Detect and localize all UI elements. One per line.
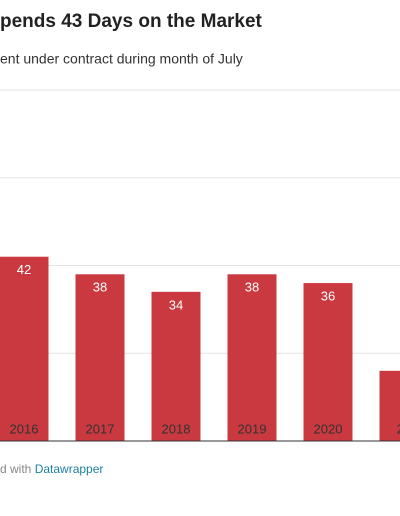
x-tick-label: 2016 xyxy=(10,421,39,436)
x-tick-label: 2020 xyxy=(314,421,343,436)
x-tick-label: 2017 xyxy=(86,421,115,436)
value-label: 42 xyxy=(17,262,31,277)
x-tick-label: 20 xyxy=(397,421,400,436)
source-note: d with Datawrapper xyxy=(0,462,103,476)
source-prefix: d with xyxy=(0,462,31,476)
x-tick-label: 2018 xyxy=(162,421,191,436)
source-link[interactable]: Datawrapper xyxy=(35,462,104,476)
bar xyxy=(303,283,353,441)
value-label: 38 xyxy=(93,280,107,295)
chart-subtitle: ent under contract during month of July xyxy=(0,51,243,67)
bar xyxy=(75,274,125,441)
bar xyxy=(379,370,400,441)
x-tick-label: 2019 xyxy=(238,421,267,436)
bar xyxy=(151,291,201,441)
chart-title: pends 43 Days on the Market xyxy=(0,11,263,32)
value-label: 38 xyxy=(245,280,259,295)
value-label: 36 xyxy=(321,288,335,303)
value-label: 34 xyxy=(169,297,183,312)
bar xyxy=(0,256,49,441)
bar xyxy=(227,274,277,441)
